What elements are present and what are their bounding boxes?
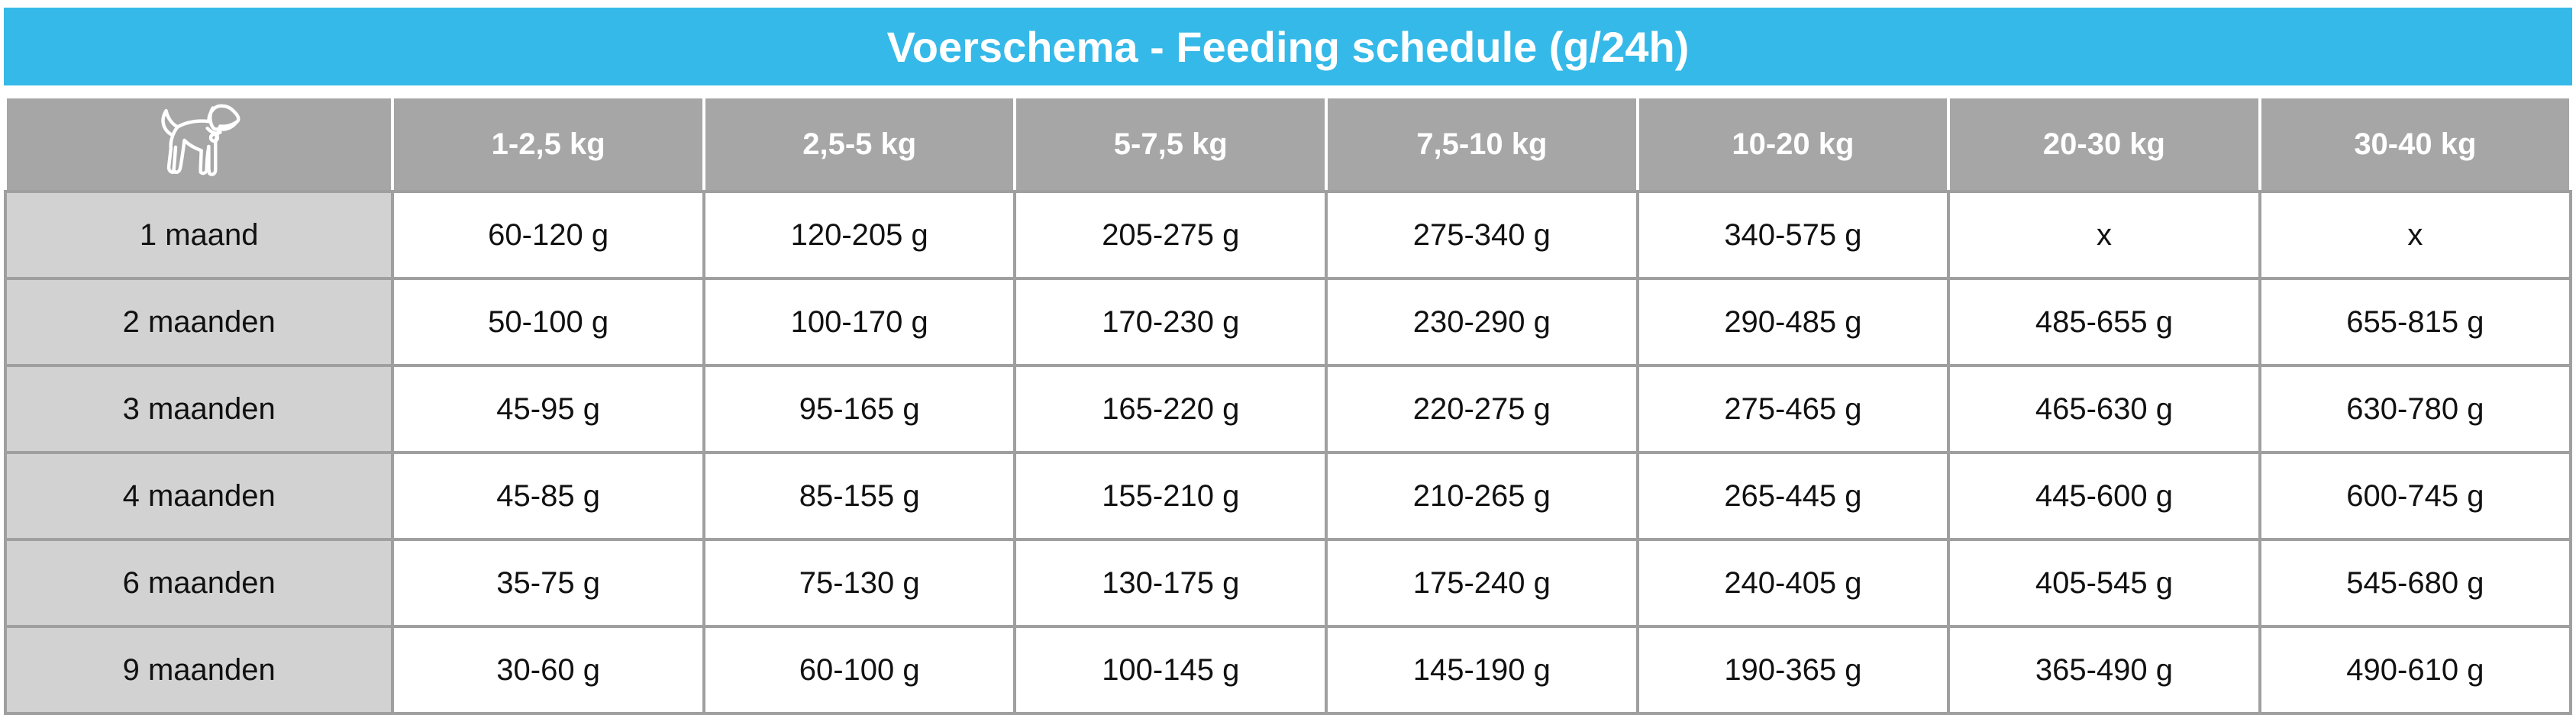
weight-column-header: 10-20 kg bbox=[1635, 95, 1951, 193]
feeding-amount-cell: 30-60 g bbox=[391, 625, 705, 715]
age-row-label: 3 maanden bbox=[3, 364, 395, 454]
feeding-amount-cell: 35-75 g bbox=[391, 538, 705, 628]
feeding-amount-cell: 545-680 g bbox=[2258, 538, 2573, 628]
feeding-amount-cell: 100-145 g bbox=[1013, 625, 1328, 715]
feeding-amount-cell: 175-240 g bbox=[1325, 538, 1639, 628]
feeding-amount-cell: 275-340 g bbox=[1325, 190, 1639, 280]
feeding-amount-cell: 230-290 g bbox=[1325, 277, 1639, 367]
corner-cell bbox=[3, 95, 395, 193]
weight-column-header: 7,5-10 kg bbox=[1325, 95, 1639, 193]
feeding-amount-cell: 265-445 g bbox=[1635, 451, 1951, 541]
feeding-amount-cell: 75-130 g bbox=[702, 538, 1017, 628]
feeding-amount-cell: 120-205 g bbox=[702, 190, 1017, 280]
feeding-amount-cell: 190-365 g bbox=[1635, 625, 1951, 715]
feeding-amount-cell: x bbox=[2258, 190, 2573, 280]
feeding-schedule-table: 1-2,5 kg 2,5-5 kg 5-7,5 kg 7,5-10 kg 10-20 k… bbox=[3, 95, 2573, 715]
age-row-label: 4 maanden bbox=[3, 451, 395, 541]
feeding-amount-cell: 95-165 g bbox=[702, 364, 1017, 454]
feeding-amount-cell: 220-275 g bbox=[1325, 364, 1639, 454]
feeding-amount-cell: 485-655 g bbox=[1947, 277, 2261, 367]
weight-column-header: 30-40 kg bbox=[2258, 95, 2573, 193]
table-row: 6 maanden 35-75 g 75-130 g 130-175 g 175-240… bbox=[3, 538, 2573, 628]
feeding-amount-cell: 655-815 g bbox=[2258, 277, 2573, 367]
table-row: 2 maanden 50-100 g 100-170 g 170-230 g 230-2… bbox=[3, 277, 2573, 367]
feeding-amount-cell: 60-120 g bbox=[391, 190, 705, 280]
feeding-amount-cell: 45-95 g bbox=[391, 364, 705, 454]
feeding-amount-cell: 340-575 g bbox=[1635, 190, 1951, 280]
weight-column-header: 2,5-5 kg bbox=[702, 95, 1017, 193]
feeding-amount-cell: 465-630 g bbox=[1947, 364, 2261, 454]
feeding-amount-cell: 240-405 g bbox=[1635, 538, 1951, 628]
table-row: 4 maanden 45-85 g 85-155 g 155-210 g 210-265… bbox=[3, 451, 2573, 541]
feeding-amount-cell: 490-610 g bbox=[2258, 625, 2573, 715]
weight-column-header: 5-7,5 kg bbox=[1013, 95, 1328, 193]
feeding-amount-cell: 600-745 g bbox=[2258, 451, 2573, 541]
feeding-amount-cell: 630-780 g bbox=[2258, 364, 2573, 454]
table-row: 9 maanden 30-60 g 60-100 g 100-145 g 145-190… bbox=[3, 625, 2573, 715]
title-bar: Voerschema - Feeding schedule (g/24h) bbox=[4, 8, 2572, 85]
feeding-amount-cell: 100-170 g bbox=[702, 277, 1017, 367]
age-row-label: 2 maanden bbox=[3, 277, 395, 367]
weight-header-row: 1-2,5 kg 2,5-5 kg 5-7,5 kg 7,5-10 kg 10-20 k… bbox=[3, 95, 2573, 193]
feeding-amount-cell: 130-175 g bbox=[1013, 538, 1328, 628]
age-row-label: 1 maand bbox=[3, 190, 395, 280]
feeding-amount-cell: 205-275 g bbox=[1013, 190, 1328, 280]
age-row-label: 6 maanden bbox=[3, 538, 395, 628]
feeding-amount-cell: 170-230 g bbox=[1013, 277, 1328, 367]
table-row: 1 maand 60-120 g 120-205 g 205-275 g 275-340… bbox=[3, 190, 2573, 280]
weight-column-header: 1-2,5 kg bbox=[391, 95, 705, 193]
dog-icon bbox=[154, 100, 244, 182]
weight-column-header: 20-30 kg bbox=[1947, 95, 2261, 193]
feeding-amount-cell: 290-485 g bbox=[1635, 277, 1951, 367]
feeding-amount-cell: 85-155 g bbox=[702, 451, 1017, 541]
table-row: 3 maanden 45-95 g 95-165 g 165-220 g 220-275… bbox=[3, 364, 2573, 454]
feeding-amount-cell: 155-210 g bbox=[1013, 451, 1328, 541]
feeding-amount-cell: 445-600 g bbox=[1947, 451, 2261, 541]
feeding-amount-cell: 50-100 g bbox=[391, 277, 705, 367]
page-title: Voerschema - Feeding schedule (g/24h) bbox=[886, 22, 1690, 71]
feeding-amount-cell: 275-465 g bbox=[1635, 364, 1951, 454]
feeding-amount-cell: 145-190 g bbox=[1325, 625, 1639, 715]
title-table-divider bbox=[4, 85, 2572, 95]
feeding-amount-cell: 210-265 g bbox=[1325, 451, 1639, 541]
feeding-amount-cell: 45-85 g bbox=[391, 451, 705, 541]
feeding-amount-cell: 405-545 g bbox=[1947, 538, 2261, 628]
feeding-amount-cell: 165-220 g bbox=[1013, 364, 1328, 454]
feeding-amount-cell: 365-490 g bbox=[1947, 625, 2261, 715]
age-row-label: 9 maanden bbox=[3, 625, 395, 715]
feeding-amount-cell: 60-100 g bbox=[702, 625, 1017, 715]
feeding-amount-cell: x bbox=[1947, 190, 2261, 280]
